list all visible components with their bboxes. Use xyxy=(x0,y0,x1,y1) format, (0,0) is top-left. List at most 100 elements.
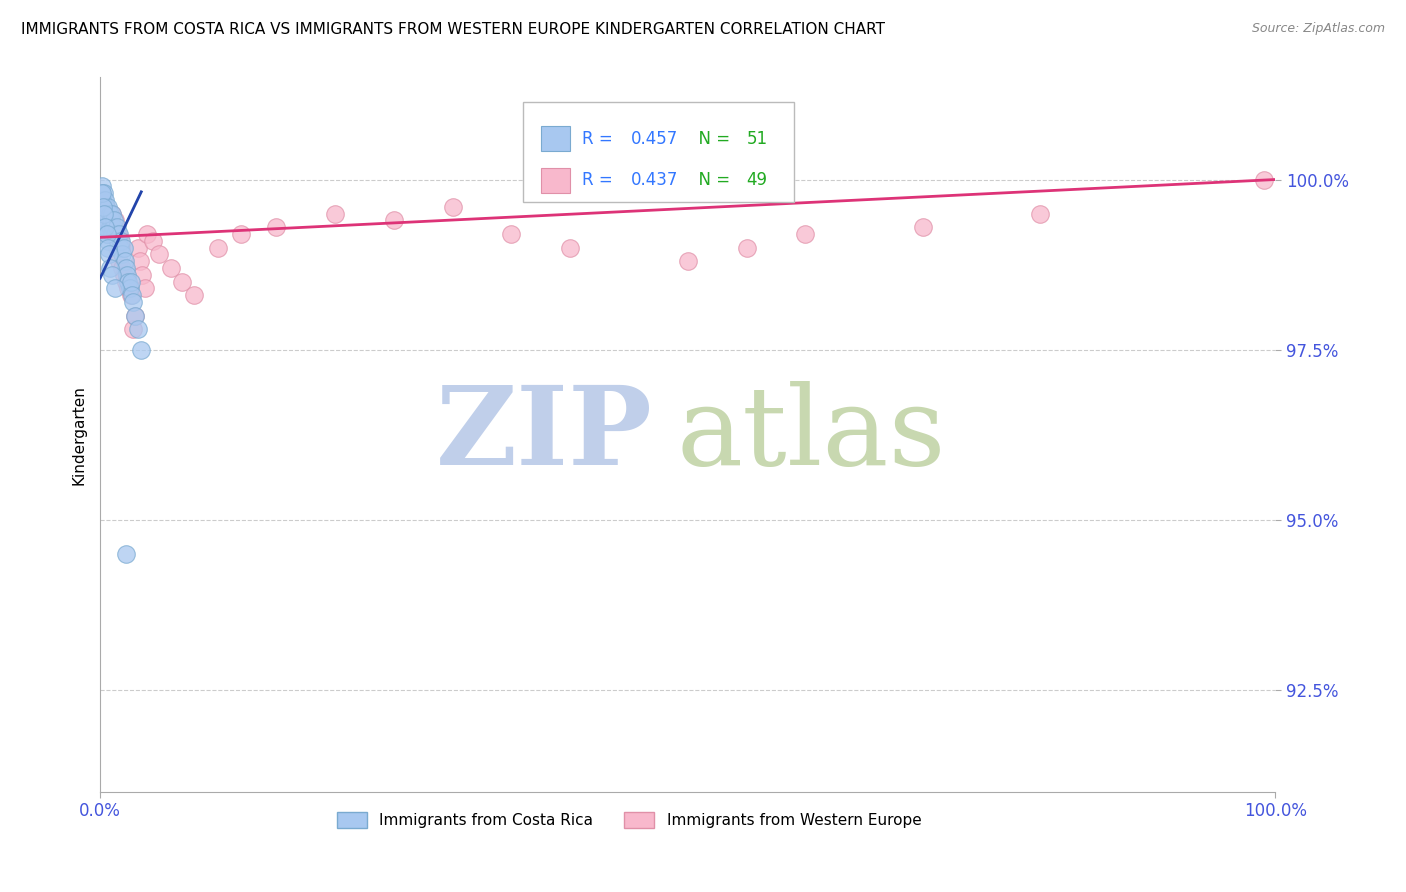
Point xyxy=(93,206,115,220)
Point xyxy=(104,213,127,227)
Point xyxy=(107,227,129,241)
Point xyxy=(382,213,405,227)
Y-axis label: Kindergarten: Kindergarten xyxy=(72,384,86,484)
Point xyxy=(115,260,138,275)
Point xyxy=(90,186,112,201)
Point xyxy=(735,241,758,255)
Point xyxy=(108,227,131,241)
Point xyxy=(90,186,112,201)
Point xyxy=(115,268,138,282)
Point xyxy=(98,260,121,275)
Point xyxy=(560,241,582,255)
Point xyxy=(98,220,121,235)
Point xyxy=(100,213,122,227)
Text: N =: N = xyxy=(688,171,735,189)
Point xyxy=(129,254,152,268)
Point xyxy=(114,254,136,268)
Point xyxy=(111,247,134,261)
Bar xyxy=(541,168,571,193)
Point xyxy=(93,200,115,214)
Point xyxy=(97,247,120,261)
Point xyxy=(207,241,229,255)
Point xyxy=(121,288,143,302)
Point xyxy=(911,220,934,235)
Point xyxy=(676,254,699,268)
Text: 0.437: 0.437 xyxy=(631,171,679,189)
Point xyxy=(96,227,118,241)
Point xyxy=(101,220,124,235)
Point xyxy=(231,227,253,241)
Point xyxy=(134,281,156,295)
Point xyxy=(91,193,114,207)
Point xyxy=(120,275,142,289)
Point xyxy=(104,281,127,295)
Point xyxy=(105,220,128,235)
Point xyxy=(131,268,153,282)
Point xyxy=(96,206,118,220)
Point xyxy=(159,260,181,275)
Point xyxy=(122,322,145,336)
Point xyxy=(127,322,149,336)
Text: 51: 51 xyxy=(747,129,768,147)
Text: atlas: atlas xyxy=(676,381,946,488)
Point xyxy=(101,268,124,282)
Point xyxy=(94,213,117,227)
Point xyxy=(101,206,124,220)
Point xyxy=(105,241,128,255)
Point xyxy=(101,206,124,220)
Point xyxy=(172,275,194,289)
Point xyxy=(112,241,135,255)
Legend: Immigrants from Costa Rica, Immigrants from Western Europe: Immigrants from Costa Rica, Immigrants f… xyxy=(330,806,928,834)
Point xyxy=(108,254,131,268)
Point xyxy=(94,200,117,214)
Point xyxy=(108,241,131,255)
Point xyxy=(97,200,120,214)
Point xyxy=(101,227,124,241)
Point xyxy=(115,275,138,289)
Point xyxy=(97,206,120,220)
Point xyxy=(96,227,118,241)
Point xyxy=(142,234,165,248)
Point xyxy=(100,213,122,227)
Point xyxy=(94,200,117,214)
Point xyxy=(120,288,142,302)
Point xyxy=(501,227,523,241)
Point xyxy=(794,227,817,241)
FancyBboxPatch shape xyxy=(523,103,793,202)
Point xyxy=(110,241,132,255)
Point xyxy=(94,220,117,235)
Point xyxy=(94,206,117,220)
Bar xyxy=(541,126,571,151)
Point xyxy=(98,206,121,220)
Point xyxy=(1029,206,1052,220)
Point xyxy=(148,247,170,261)
Point xyxy=(183,288,205,302)
Point xyxy=(1253,172,1275,186)
Point xyxy=(129,343,152,357)
Point xyxy=(115,547,138,561)
Point xyxy=(93,206,115,220)
Point xyxy=(112,268,135,282)
Point xyxy=(94,220,117,235)
Point xyxy=(136,227,159,241)
Point xyxy=(118,281,141,295)
Point xyxy=(124,309,146,323)
Point xyxy=(91,179,114,194)
Text: Source: ZipAtlas.com: Source: ZipAtlas.com xyxy=(1251,22,1385,36)
Point xyxy=(98,220,121,235)
Point xyxy=(103,227,125,241)
Text: R =: R = xyxy=(582,129,619,147)
Point xyxy=(266,220,288,235)
Text: IMMIGRANTS FROM COSTA RICA VS IMMIGRANTS FROM WESTERN EUROPE KINDERGARTEN CORREL: IMMIGRANTS FROM COSTA RICA VS IMMIGRANTS… xyxy=(21,22,886,37)
Point xyxy=(127,241,149,255)
Point xyxy=(93,200,115,214)
Text: 0.457: 0.457 xyxy=(631,129,679,147)
Point xyxy=(441,200,464,214)
Point xyxy=(107,234,129,248)
Point xyxy=(108,234,131,248)
Point xyxy=(101,220,124,235)
Text: ZIP: ZIP xyxy=(436,381,652,488)
Point xyxy=(96,213,118,227)
Point xyxy=(91,200,114,214)
Point xyxy=(122,295,145,310)
